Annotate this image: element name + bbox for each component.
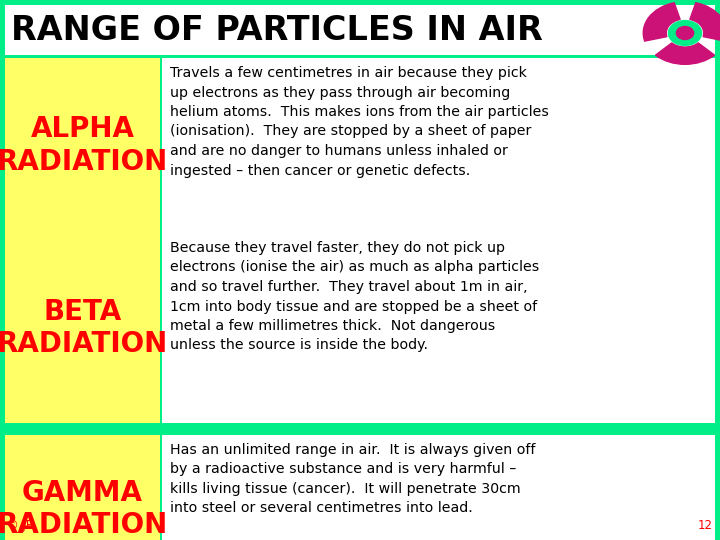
FancyBboxPatch shape: [5, 58, 160, 233]
Text: Because they travel faster, they do not pick up
electrons (ionise the air) as mu: Because they travel faster, they do not …: [170, 241, 539, 353]
Text: Has an unlimited range in air.  It is always given off
by a radioactive substanc: Has an unlimited range in air. It is alw…: [170, 443, 536, 516]
Text: GAMMA
RADIATION: GAMMA RADIATION: [0, 479, 168, 539]
FancyBboxPatch shape: [162, 58, 715, 423]
FancyBboxPatch shape: [5, 435, 160, 540]
FancyBboxPatch shape: [162, 435, 715, 540]
Text: RANGE OF PARTICLES IN AIR: RANGE OF PARTICLES IN AIR: [11, 14, 543, 46]
Text: Travels a few centimetres in air because they pick
up electrons as they pass thr: Travels a few centimetres in air because…: [170, 66, 549, 178]
FancyBboxPatch shape: [5, 233, 160, 423]
Text: © JP: © JP: [7, 519, 33, 532]
FancyBboxPatch shape: [5, 5, 715, 55]
Text: ALPHA
RADIATION: ALPHA RADIATION: [0, 116, 168, 176]
Text: 12: 12: [698, 519, 713, 532]
Text: BETA
RADIATION: BETA RADIATION: [0, 298, 168, 358]
